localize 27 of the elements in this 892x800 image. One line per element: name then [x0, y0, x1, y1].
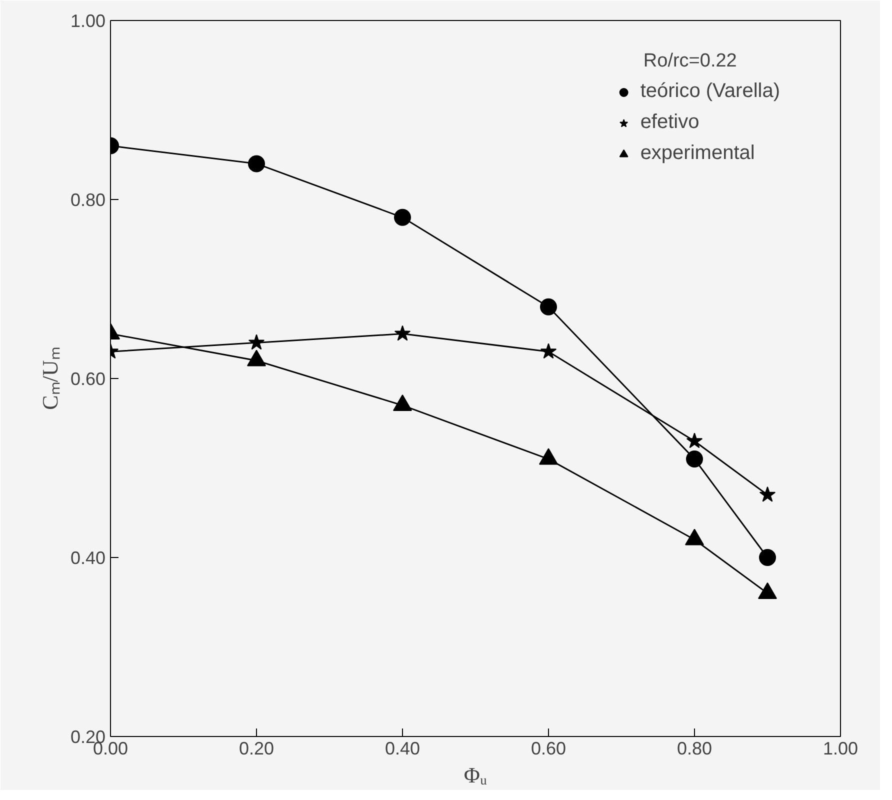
x-tick-label: 1.00 — [822, 738, 858, 758]
x-tick-label: 0.80 — [676, 738, 712, 758]
y-axis-title: Cₘ/Uₘ — [37, 347, 62, 410]
legend-label: experimental — [640, 142, 755, 165]
point — [248, 334, 265, 350]
point — [539, 448, 558, 465]
point — [393, 394, 412, 412]
annotation: Ro/rc=0.22 — [643, 50, 737, 72]
point — [248, 155, 265, 172]
point — [759, 486, 776, 502]
y-tick-label: 1.00 — [70, 11, 106, 31]
x-axis-title: Φᵤ — [464, 762, 488, 788]
legend-label: efetivo — [640, 111, 700, 134]
legend-label: teórico (Varella) — [640, 80, 780, 103]
x-tick-label: 0.20 — [238, 738, 274, 758]
x-tick-label: 0.60 — [530, 738, 566, 758]
point — [686, 432, 703, 448]
x-tick-label: 0.40 — [384, 738, 420, 758]
point — [394, 208, 411, 226]
point — [540, 298, 557, 316]
point — [394, 325, 411, 341]
point — [685, 528, 704, 546]
y-tick-label: 0.60 — [70, 369, 106, 389]
point — [758, 582, 777, 599]
y-tick-label: 0.80 — [70, 190, 106, 210]
point — [540, 343, 557, 359]
y-tick-label: 0.40 — [70, 548, 106, 568]
